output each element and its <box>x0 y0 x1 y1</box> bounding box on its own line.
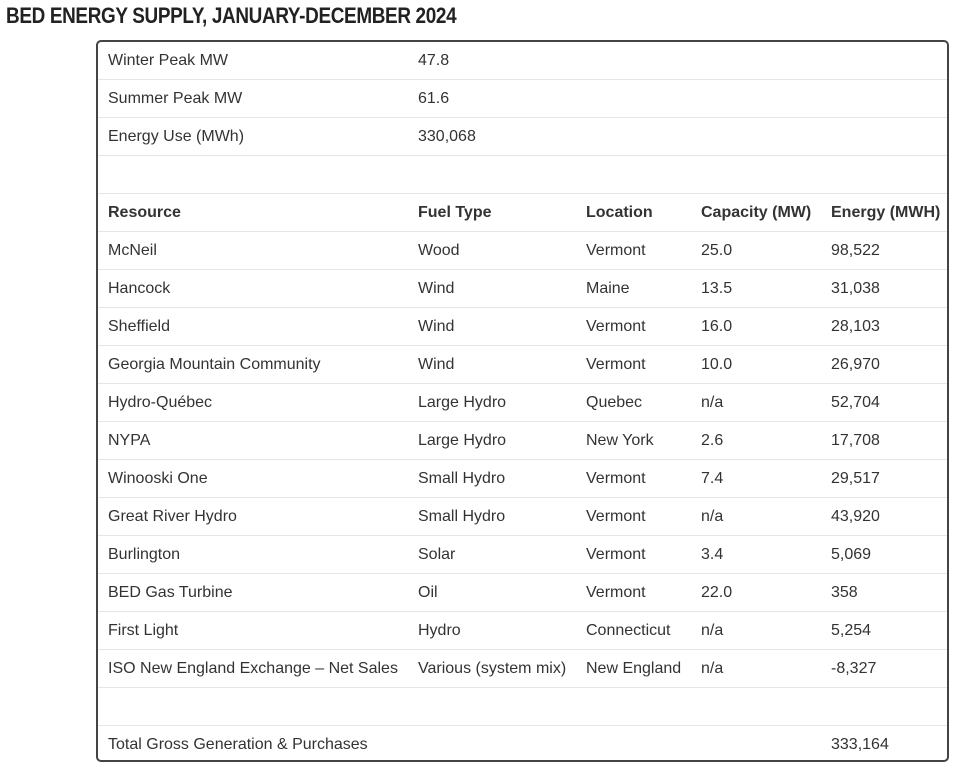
location-cell: Vermont <box>576 459 691 498</box>
summary-value: 61.6 <box>408 79 576 118</box>
energy-cell: 5,069 <box>821 535 947 574</box>
location-cell: Vermont <box>576 345 691 384</box>
capacity-cell: n/a <box>691 497 821 536</box>
capacity-cell: 16.0 <box>691 307 821 346</box>
energy-cell: 52,704 <box>821 383 947 422</box>
page-title: BED ENERGY SUPPLY, JANUARY-DECEMBER 2024 <box>6 3 457 28</box>
resource-cell: Winooski One <box>98 459 408 498</box>
capacity-cell: n/a <box>691 649 821 688</box>
fuel-type-cell: Large Hydro <box>408 421 576 460</box>
resource-cell: Burlington <box>98 535 408 574</box>
summary-value: 330,068 <box>408 117 576 156</box>
fuel-type-cell: Large Hydro <box>408 383 576 422</box>
location-cell: Quebec <box>576 383 691 422</box>
energy-cell: 28,103 <box>821 307 947 346</box>
location-cell: New York <box>576 421 691 460</box>
location-cell: New England <box>576 649 691 688</box>
column-header-row: Resource Fuel Type Location Capacity (MW… <box>98 193 947 232</box>
fuel-type-cell: Various (system mix) <box>408 649 576 688</box>
table-row: Burlington Solar Vermont 3.4 5,069 <box>98 535 947 574</box>
energy-cell: 17,708 <box>821 421 947 460</box>
table-row: Winooski One Small Hydro Vermont 7.4 29,517 <box>98 459 947 498</box>
header-capacity: Capacity (MW) <box>691 193 821 232</box>
energy-cell: 43,920 <box>821 497 947 536</box>
table-row: Hancock Wind Maine 13.5 31,038 <box>98 269 947 308</box>
table-row: NYPA Large Hydro New York 2.6 17,708 <box>98 421 947 460</box>
location-cell: Maine <box>576 269 691 308</box>
table-row: McNeil Wood Vermont 25.0 98,522 <box>98 231 947 270</box>
summary-label: Energy Use (MWh) <box>98 117 408 156</box>
fuel-type-cell: Wind <box>408 345 576 384</box>
energy-cell: 31,038 <box>821 269 947 308</box>
fuel-type-cell: Wind <box>408 307 576 346</box>
fuel-type-cell: Wood <box>408 231 576 270</box>
resource-cell: NYPA <box>98 421 408 460</box>
resource-cell: Great River Hydro <box>98 497 408 536</box>
total-value: 333,164 <box>831 735 889 753</box>
energy-cell: -8,327 <box>821 649 947 688</box>
summary-row-energy-use: Energy Use (MWh) 330,068 <box>98 117 947 156</box>
location-cell: Vermont <box>576 231 691 270</box>
capacity-cell: 7.4 <box>691 459 821 498</box>
resource-cell: Georgia Mountain Community <box>98 345 408 384</box>
location-cell: Connecticut <box>576 611 691 650</box>
summary-row-summer-peak: Summer Peak MW 61.6 <box>98 79 947 118</box>
summary-label: Summer Peak MW <box>98 79 408 118</box>
table-row: Georgia Mountain Community Wind Vermont 10.… <box>98 345 947 384</box>
header-energy: Energy (MWH) <box>821 193 947 232</box>
resource-cell: BED Gas Turbine <box>98 573 408 612</box>
table-row: Great River Hydro Small Hydro Vermont n/a 43… <box>98 497 947 536</box>
table-row: ISO New England Exchange – Net Sales Vari… <box>98 649 947 688</box>
energy-supply-table: Winter Peak MW 47.8 Summer Peak MW 61.6 … <box>98 42 947 761</box>
resource-cell: Sheffield <box>98 307 408 346</box>
capacity-cell: 25.0 <box>691 231 821 270</box>
fuel-type-cell: Oil <box>408 573 576 612</box>
summary-label: Winter Peak MW <box>98 42 408 80</box>
resource-cell: First Light <box>98 611 408 650</box>
location-cell: Vermont <box>576 535 691 574</box>
energy-cell: 5,254 <box>821 611 947 650</box>
resource-cell: Hydro-Québec <box>98 383 408 422</box>
resource-cell: McNeil <box>98 231 408 270</box>
fuel-type-cell: Solar <box>408 535 576 574</box>
capacity-cell: n/a <box>691 611 821 650</box>
location-cell: Vermont <box>576 573 691 612</box>
total-label: Total Gross Generation & Purchases <box>108 735 368 753</box>
fuel-type-cell: Small Hydro <box>408 459 576 498</box>
header-fuel-type: Fuel Type <box>408 193 576 232</box>
summary-row-winter-peak: Winter Peak MW 47.8 <box>98 42 947 80</box>
energy-cell: 98,522 <box>821 231 947 270</box>
fuel-type-cell: Hydro <box>408 611 576 650</box>
capacity-cell: 22.0 <box>691 573 821 612</box>
energy-supply-table-frame: Winter Peak MW 47.8 Summer Peak MW 61.6 … <box>96 40 949 762</box>
spacer-row <box>98 687 947 726</box>
summary-value: 47.8 <box>408 42 576 80</box>
header-resource: Resource <box>98 193 408 232</box>
resource-cell: Hancock <box>98 269 408 308</box>
table-row: BED Gas Turbine Oil Vermont 22.0 358 <box>98 573 947 612</box>
energy-cell: 29,517 <box>821 459 947 498</box>
capacity-cell: 2.6 <box>691 421 821 460</box>
table-row: Hydro-Québec Large Hydro Quebec n/a 52,704 <box>98 383 947 422</box>
table-body: Winter Peak MW 47.8 Summer Peak MW 61.6 … <box>98 42 947 761</box>
energy-cell: 26,970 <box>821 345 947 384</box>
energy-cell: 358 <box>821 573 947 612</box>
location-cell: Vermont <box>576 307 691 346</box>
table-row: First Light Hydro Connecticut n/a 5,254 <box>98 611 947 650</box>
fuel-type-cell: Wind <box>408 269 576 308</box>
capacity-cell: 13.5 <box>691 269 821 308</box>
capacity-cell: n/a <box>691 383 821 422</box>
total-row: Total Gross Generation & Purchases 333,16… <box>98 726 947 761</box>
capacity-cell: 10.0 <box>691 345 821 384</box>
location-cell: Vermont <box>576 497 691 536</box>
spacer-row <box>98 155 947 194</box>
resource-cell: ISO New England Exchange – Net Sales <box>98 649 408 688</box>
fuel-type-cell: Small Hydro <box>408 497 576 536</box>
header-location: Location <box>576 193 691 232</box>
capacity-cell: 3.4 <box>691 535 821 574</box>
table-row: Sheffield Wind Vermont 16.0 28,103 <box>98 307 947 346</box>
